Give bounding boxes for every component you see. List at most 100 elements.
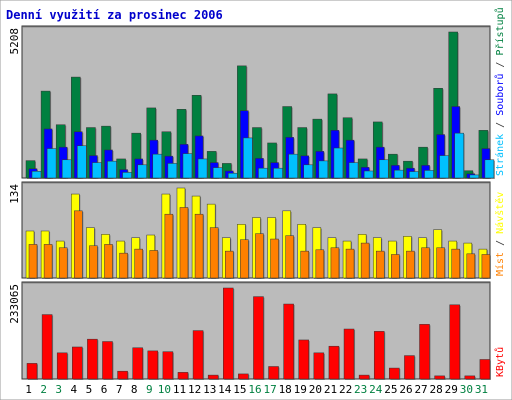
x-tick-label: 25 <box>384 383 397 396</box>
bar-sites-day-11 <box>179 207 189 279</box>
chart-title: Denní využití za prosinec 2006 <box>6 8 223 22</box>
legend-entry: / <box>495 116 506 134</box>
bar-sites-day-31 <box>481 254 491 279</box>
bar-kbytes-day-5 <box>87 338 98 380</box>
bar-pages-day-17 <box>273 167 283 179</box>
bar-sites-day-8 <box>134 248 143 279</box>
bar-kbytes-day-21 <box>328 345 340 380</box>
bar-kbytes-day-15 <box>238 373 249 380</box>
x-tick-label: 30 <box>460 383 473 396</box>
bar-kbytes-day-14 <box>223 287 234 380</box>
bar-sites-day-28 <box>436 247 445 279</box>
bar-sites-day-13 <box>209 227 219 279</box>
bar-sites-day-15 <box>240 239 249 279</box>
bar-kbytes-day-23 <box>358 374 370 380</box>
bar-sites-day-6 <box>104 244 113 279</box>
panel-middle: 134 Míst / Návštěv <box>8 181 506 279</box>
x-tick-label: 21 <box>324 383 337 396</box>
bar-kbytes-day-26 <box>404 355 415 380</box>
bar-pages-day-19 <box>303 164 313 179</box>
bar-pages-day-31 <box>484 159 495 179</box>
bar-sites-day-12 <box>194 213 204 279</box>
bar-pages-day-30 <box>469 174 480 179</box>
bar-sites-day-3 <box>58 247 68 279</box>
bar-pages-day-22 <box>348 162 359 179</box>
bar-kbytes-day-4 <box>72 346 83 380</box>
bar-sites-day-5 <box>89 245 98 279</box>
bar-kbytes-day-9 <box>147 350 159 380</box>
y-max-label: 134 <box>8 184 21 204</box>
x-tick-label: 7 <box>116 383 123 396</box>
bar-sites-day-23 <box>360 242 370 279</box>
x-tick-label: 9 <box>146 383 153 396</box>
panel-bottom: 233065 KBytů <box>8 281 506 380</box>
x-axis-day-labels: 1 2 3 4 5 6 7 8 9 10 11 12 13 14 15 16 17 18 19 20 21 22 23 24 2… <box>25 383 488 396</box>
x-tick-label: 1 <box>25 383 32 396</box>
bar-sites-day-17 <box>270 238 279 279</box>
x-tick-label: 12 <box>188 383 201 396</box>
bar-kbytes-day-27 <box>419 324 430 380</box>
bar-sites-day-7 <box>119 252 128 279</box>
legend-entry: Přístupů <box>494 7 506 55</box>
legend-entry: KBytů <box>494 347 506 377</box>
bar-kbytes-day-24 <box>373 331 385 380</box>
bar-kbytes-day-22 <box>343 328 355 380</box>
bar-sites-day-2 <box>43 244 53 279</box>
x-tick-label: 5 <box>86 383 93 396</box>
bar-kbytes-day-13 <box>207 374 219 380</box>
x-tick-label: 31 <box>475 383 488 396</box>
bar-kbytes-day-3 <box>56 352 68 380</box>
bar-pages-day-23 <box>363 170 374 179</box>
legend-entry: Návštěv <box>494 192 506 234</box>
bar-sites-day-18 <box>285 235 294 279</box>
bar-pages-day-8 <box>137 164 147 179</box>
x-tick-label: 23 <box>354 383 367 396</box>
bar-pages-day-6 <box>107 160 117 179</box>
x-tick-label: 6 <box>101 383 108 396</box>
bar-kbytes-day-29 <box>449 304 460 380</box>
bar-pages-day-2 <box>46 148 57 179</box>
bar-kbytes-day-11 <box>177 372 189 380</box>
x-tick-label: 22 <box>339 383 352 396</box>
bar-kbytes-day-25 <box>389 367 400 380</box>
x-tick-label: 26 <box>399 383 412 396</box>
x-tick-label: 29 <box>445 383 458 396</box>
x-tick-label: 2 <box>40 383 47 396</box>
bar-pages-day-15 <box>243 137 253 179</box>
bar-kbytes-day-20 <box>313 352 325 380</box>
bar-kbytes-day-6 <box>102 341 113 380</box>
bar-sites-day-30 <box>466 253 476 279</box>
x-tick-label: 28 <box>430 383 443 396</box>
x-tick-label: 18 <box>279 383 292 396</box>
bar-kbytes-day-8 <box>132 347 143 380</box>
bar-sites-day-22 <box>345 248 355 279</box>
bar-pages-day-26 <box>409 171 419 179</box>
x-tick-label: 13 <box>203 383 216 396</box>
bar-pages-day-20 <box>318 160 329 179</box>
bar-pages-day-5 <box>92 162 102 179</box>
legend-entry: Míst <box>494 252 506 276</box>
bar-sites-day-21 <box>330 247 340 279</box>
x-tick-label: 16 <box>248 383 261 396</box>
bar-kbytes-day-30 <box>464 375 476 380</box>
bar-sites-day-20 <box>315 249 325 279</box>
panel-top: 5208 Stránek / Souborů / Přístupů <box>8 7 506 179</box>
legend-entry: / <box>495 234 506 252</box>
bar-pages-day-29 <box>454 132 464 179</box>
bar-pages-day-18 <box>288 153 298 179</box>
bar-sites-day-9 <box>149 250 159 279</box>
legend-middle: Míst / Návštěv <box>494 192 506 276</box>
bar-pages-day-12 <box>197 158 208 179</box>
bar-kbytes-day-2 <box>41 314 53 380</box>
bar-sites-day-10 <box>164 213 174 279</box>
bar-pages-day-14 <box>228 172 238 179</box>
x-tick-label: 19 <box>294 383 307 396</box>
bar-kbytes-day-7 <box>117 370 128 380</box>
bar-pages-day-3 <box>61 159 72 179</box>
bar-sites-day-16 <box>255 233 264 279</box>
x-tick-label: 4 <box>71 383 78 396</box>
bar-pages-day-24 <box>378 159 389 179</box>
bar-sites-day-1 <box>28 244 38 279</box>
bar-sites-day-26 <box>406 250 415 279</box>
bar-kbytes-day-18 <box>283 303 294 380</box>
